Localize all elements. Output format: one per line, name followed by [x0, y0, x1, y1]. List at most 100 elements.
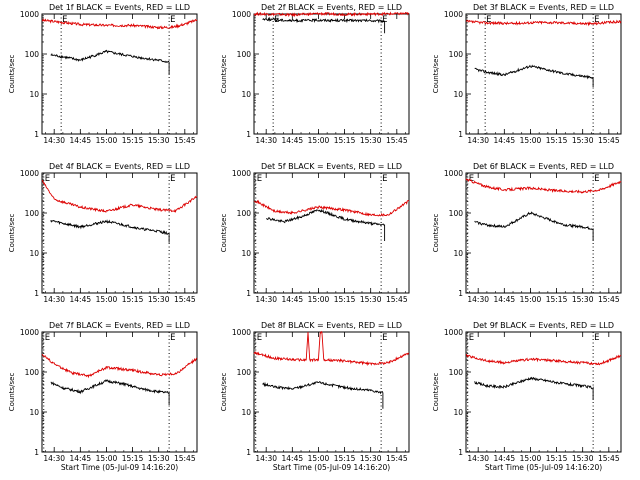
- lld-series-line: [465, 178, 622, 194]
- y-tick-label: 1000: [232, 328, 251, 337]
- y-tick-label: 1: [458, 289, 463, 298]
- x-tick-label: 15:15: [334, 295, 356, 304]
- lld-series-line: [253, 330, 410, 367]
- lld-series-line: [253, 199, 410, 217]
- x-tick-label: 14:30: [43, 295, 65, 304]
- panel-title: Det 4f BLACK = Events, RED = LLD: [49, 162, 190, 171]
- x-tick-label: 15:15: [334, 454, 356, 463]
- x-tick-label: 14:30: [255, 454, 277, 463]
- y-tick-label: 1: [246, 289, 251, 298]
- y-tick-label: 1000: [20, 10, 39, 19]
- x-tick-label: 15:00: [96, 295, 118, 304]
- x-tick-label: 14:45: [282, 295, 304, 304]
- event-marker-label: E: [594, 333, 599, 343]
- detector-panel: Det 9f BLACK = Events, RED = LLD 1 10 100 10…: [432, 321, 622, 472]
- y-tick-label: 100: [25, 368, 40, 377]
- y-tick-label: 100: [449, 50, 464, 59]
- detector-panel: Det 3f BLACK = Events, RED = LLD 1 10 100 10…: [432, 3, 622, 145]
- event-marker-label: E: [486, 15, 491, 25]
- lld-series-line: [253, 11, 410, 18]
- x-tick-label: 15:00: [520, 454, 542, 463]
- events-series-line: [50, 49, 170, 75]
- x-tick-label: 14:45: [70, 295, 92, 304]
- lld-series-line: [465, 19, 622, 27]
- detector-panel: Det 7f BLACK = Events, RED = LLD 1 10 100 10…: [8, 321, 198, 472]
- x-tick-label: 14:45: [70, 136, 92, 145]
- y-axis-label: Counts/sec: [8, 373, 16, 412]
- y-tick-label: 100: [449, 209, 464, 218]
- event-marker-label: E: [594, 15, 599, 25]
- x-tick-label: 15:45: [598, 295, 620, 304]
- y-tick-label: 1000: [444, 328, 463, 337]
- event-marker-label: E: [382, 333, 387, 343]
- panel-title: Det 6f BLACK = Events, RED = LLD: [473, 162, 614, 171]
- plot-frame: [465, 13, 622, 135]
- events-series-line: [262, 381, 384, 409]
- y-tick-label: 100: [237, 368, 252, 377]
- y-tick-label: 1: [246, 130, 251, 139]
- x-tick-label: 15:45: [386, 454, 408, 463]
- plot-frame: [41, 172, 198, 294]
- y-tick-label: 100: [237, 209, 252, 218]
- panel-title: Det 5f BLACK = Events, RED = LLD: [261, 162, 402, 171]
- x-tick-label: 15:00: [308, 136, 330, 145]
- y-tick-label: 1: [458, 130, 463, 139]
- x-tick-label: 15:00: [520, 295, 542, 304]
- plot-frame: [41, 13, 198, 135]
- x-tick-label: 15:30: [360, 136, 382, 145]
- panel-title: Det 9f BLACK = Events, RED = LLD: [473, 321, 614, 330]
- x-tick-label: 15:15: [546, 136, 568, 145]
- y-tick-label: 10: [29, 408, 39, 417]
- detector-panel: Det 8f BLACK = Events, RED = LLD 1 10 100 10…: [220, 321, 410, 472]
- y-tick-label: 1000: [444, 10, 463, 19]
- x-tick-label: 15:15: [122, 295, 144, 304]
- x-tick-label: 15:00: [520, 136, 542, 145]
- detector-panel: Det 2f BLACK = Events, RED = LLD 1 10 100 10…: [220, 3, 410, 145]
- y-axis-label: Counts/sec: [220, 373, 228, 412]
- x-tick-label: 15:30: [360, 295, 382, 304]
- y-tick-label: 1000: [232, 10, 251, 19]
- event-marker-label: E: [45, 333, 50, 343]
- event-marker-label: E: [382, 15, 387, 25]
- event-marker-label: E: [170, 15, 175, 25]
- lld-series-line: [41, 17, 198, 30]
- x-tick-label: 15:45: [598, 136, 620, 145]
- events-series-line: [50, 379, 170, 405]
- y-tick-label: 1: [246, 448, 251, 457]
- event-marker-label: E: [170, 174, 175, 184]
- x-tick-label: 14:30: [255, 295, 277, 304]
- events-series-line: [262, 16, 386, 34]
- x-tick-label: 15:45: [386, 136, 408, 145]
- events-series-line: [474, 64, 594, 87]
- y-tick-label: 10: [29, 249, 39, 258]
- event-marker-label: E: [45, 174, 50, 184]
- x-tick-label: 15:00: [96, 136, 118, 145]
- panel-title: Det 3f BLACK = Events, RED = LLD: [473, 3, 614, 12]
- x-tick-label: 14:30: [255, 136, 277, 145]
- x-tick-label: 14:30: [467, 136, 489, 145]
- x-tick-label: 14:30: [43, 454, 65, 463]
- events-series-line: [266, 208, 386, 241]
- panel-title: Det 8f BLACK = Events, RED = LLD: [261, 321, 402, 330]
- plot-frame: [253, 331, 410, 453]
- detector-panel: Det 5f BLACK = Events, RED = LLD 1 10 100 10…: [220, 162, 410, 304]
- panel-title: Det 7f BLACK = Events, RED = LLD: [49, 321, 190, 330]
- x-tick-label: 15:30: [572, 295, 594, 304]
- x-tick-label: 14:45: [282, 454, 304, 463]
- y-tick-label: 100: [25, 209, 40, 218]
- y-axis-label: Counts/sec: [432, 373, 440, 412]
- y-axis-label: Counts/sec: [220, 55, 228, 94]
- x-tick-label: 14:45: [494, 136, 516, 145]
- events-series-line: [50, 219, 170, 243]
- y-tick-label: 10: [241, 90, 251, 99]
- x-tick-label: 15:15: [546, 454, 568, 463]
- y-tick-label: 1: [34, 289, 39, 298]
- x-tick-label: 15:45: [174, 295, 196, 304]
- y-tick-label: 10: [241, 408, 251, 417]
- y-tick-label: 1: [34, 130, 39, 139]
- plot-frame: [465, 331, 622, 453]
- y-tick-label: 1: [34, 448, 39, 457]
- x-tick-label: 15:30: [148, 295, 170, 304]
- x-tick-label: 15:15: [122, 136, 144, 145]
